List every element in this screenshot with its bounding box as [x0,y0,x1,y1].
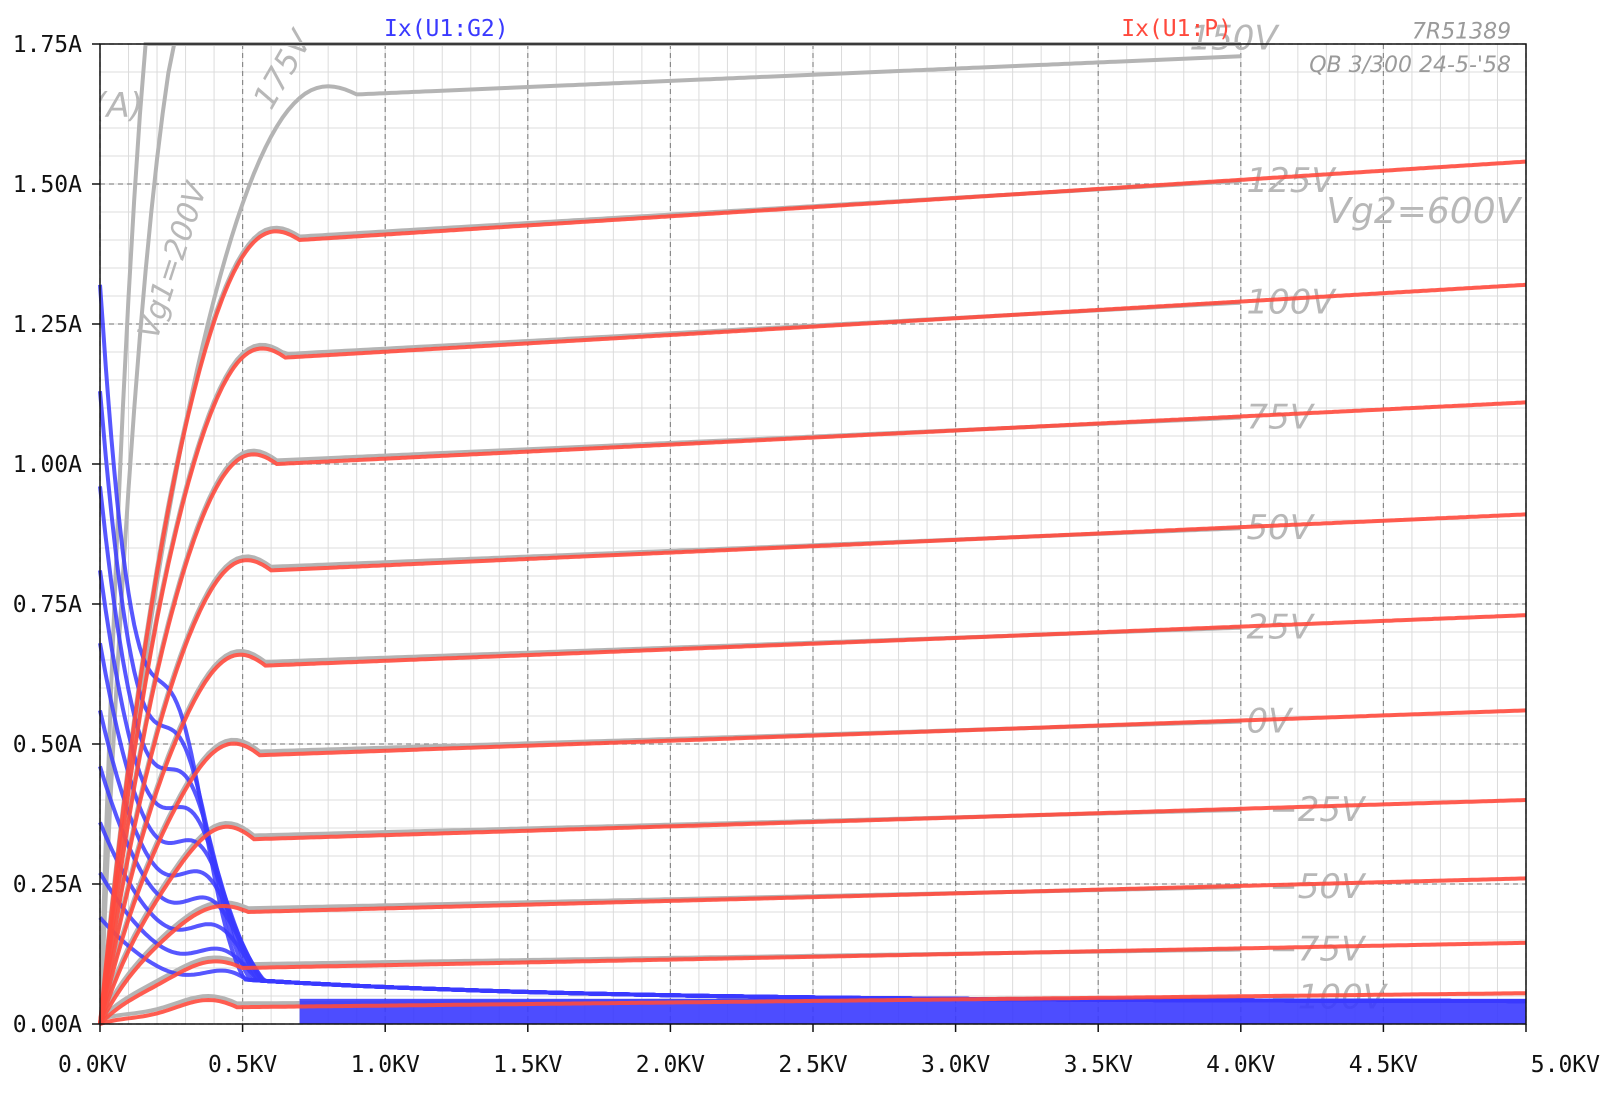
plate-current-series [98,798,1527,1025]
datasheet-curve-label: 175V [245,23,320,116]
x-tick-label: 4.5KV [1349,1052,1418,1078]
x-tick-label: 3.0KV [921,1052,990,1078]
y-tick-label: 1.50A [13,172,82,198]
datasheet-curve-label: 150V [1189,19,1280,59]
datasheet-curve-label: −50V [1269,867,1367,907]
datasheet-curve-label: Vg1=200V [131,176,215,343]
y-axis-label: Ia (A) [52,86,143,126]
x-tick-label: 5.0KV [1531,1052,1600,1078]
plate-current-series [98,282,1527,1025]
legend-plate-current[interactable]: Ix(U1:P) [1121,16,1232,42]
legend[interactable]: Ix(U1:G2) Ix(U1:P) [384,16,1232,42]
legend-screen-current[interactable]: Ix(U1:G2) [384,16,509,42]
tube-info: QB 3/300 24-5-'58 [1309,53,1511,78]
plate-current-series [98,876,1527,1025]
plate-current-series [98,708,1527,1025]
y-tick-label: 1.25A [13,312,82,338]
datasheet-curve-label: 125V [1247,161,1338,201]
x-tick-label: 4.0KV [1206,1052,1275,1078]
y-tick-label: 0.25A [13,872,82,898]
axes: 0.0KV 0.5KV 1.0KV 1.5KV 2.0KV 2.5KV 3.0KV 3.5KV… [13,32,1600,1078]
y-tick-label: 1.75A [13,32,82,58]
plate-current-series [98,940,1527,1026]
datasheet-curve-high [100,54,1241,1024]
reference-code: 7R51389 [1412,19,1511,44]
x-tick-label: 0.5KV [208,1052,277,1078]
y-tick-label: 1.00A [13,452,82,478]
vg2-label: Vg2=600V [1326,191,1522,232]
x-tick-label: 2.5KV [778,1052,847,1078]
y-tick-label: 0.75A [13,592,82,618]
screen-current-curves [98,284,1526,1024]
plate-current-curves [98,159,1527,1026]
plate-current-series [99,991,1526,1026]
x-tick-label: 3.5KV [1064,1052,1133,1078]
y-tick-label: 0.50A [13,732,82,758]
x-tick-label: 1.0KV [351,1052,420,1078]
plate-current-series [98,400,1527,1025]
x-tick-label: 2.0KV [636,1052,705,1078]
y-tick-label: 0.00A [13,1012,82,1038]
x-tick-label: 1.5KV [493,1052,562,1078]
plate-current-series [98,512,1527,1025]
plate-current-series [98,613,1527,1025]
x-tick-label: 0.0KV [58,1052,127,1078]
datasheet-curve-label: −25V [1269,790,1367,830]
plate-current-series [98,159,1527,1025]
datasheet-curve-label: 100V [1247,283,1338,323]
